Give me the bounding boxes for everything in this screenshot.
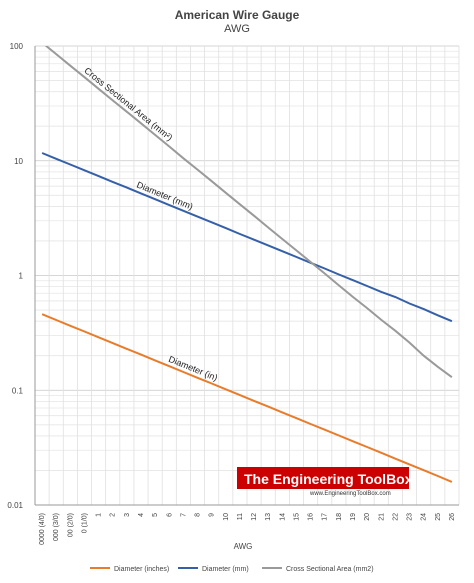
engineering-toolbox-watermark: The Engineering ToolBox www.EngineeringT… <box>237 467 413 497</box>
y-tick-label: 1 <box>19 272 24 281</box>
series-line-1 <box>41 152 453 323</box>
y-tick-labels: 0.01 0.1 1 10 100 <box>7 42 23 510</box>
series-line-0 <box>41 313 453 483</box>
x-tick-label: 20 <box>364 513 371 521</box>
x-tick-label: 1 <box>96 513 103 517</box>
x-tick-label: 15 <box>293 513 300 521</box>
x-tick-label: 000 (3/0) <box>53 513 60 541</box>
legend: Diameter (inches) Diameter (mm) Cross Sect… <box>90 566 374 573</box>
x-tick-label: 11 <box>237 513 244 520</box>
watermark-title: The Engineering ToolBox <box>244 471 413 487</box>
x-tick-label: 2 <box>110 513 117 517</box>
watermark-url: www.EngineeringToolBox.com <box>309 491 391 497</box>
x-tick-label: 13 <box>265 513 272 521</box>
x-tick-label: 26 <box>449 513 456 521</box>
y-tick-label: 0.1 <box>12 386 24 395</box>
x-tick-label: 12 <box>251 513 258 521</box>
x-tick-label: 10 <box>223 513 230 521</box>
x-tick-label: 21 <box>378 513 385 521</box>
y-tick-label: 0.01 <box>7 501 23 510</box>
legend-label-1: Diameter (mm) <box>202 566 249 573</box>
x-tick-labels: 0000 (4/0) 000 (3/0) 00 (2/0) 0 (1/0) 1 2 3 4 5 6… <box>39 513 456 545</box>
y-tick-label: 10 <box>14 157 23 166</box>
x-tick-label: 6 <box>166 513 173 517</box>
y-tick-label: 100 <box>10 42 24 51</box>
watermark-background <box>237 467 409 489</box>
legend-label-0: Diameter (inches) <box>114 566 169 573</box>
x-tick-label: 3 <box>124 513 131 517</box>
x-tick-label: 23 <box>407 513 414 521</box>
x-tick-label: 00 (2/0) <box>67 513 74 537</box>
x-axis-label: AWG <box>234 542 253 551</box>
x-tick-label: 8 <box>195 513 202 517</box>
x-tick-label: 18 <box>336 513 343 521</box>
series-annotation-2: Cross Sectional Area (mm²) <box>82 65 174 142</box>
series-lines <box>41 46 453 483</box>
x-tick-label: 17 <box>322 513 329 521</box>
x-tick-label: 16 <box>308 513 315 521</box>
series-line-2 <box>44 46 453 379</box>
chart-title: American Wire Gauge <box>174 8 300 22</box>
legend-label-2: Cross Sectional Area (mm2) <box>286 566 374 573</box>
x-tick-label: 9 <box>209 513 216 517</box>
x-tick-label: 0 (1/0) <box>81 513 88 533</box>
x-tick-label: 19 <box>350 513 357 521</box>
x-tick-label: 5 <box>152 513 159 517</box>
x-tick-label: 24 <box>421 513 428 521</box>
x-tick-label: 22 <box>392 513 399 521</box>
grid-lines <box>34 45 460 506</box>
chart-subtitle: AWG <box>224 23 250 35</box>
x-tick-label: 0000 (4/0) <box>39 513 46 545</box>
x-tick-label: 25 <box>435 513 442 521</box>
x-tick-label: 14 <box>279 513 286 521</box>
x-tick-label: 4 <box>138 513 145 517</box>
x-tick-label: 7 <box>180 513 187 517</box>
axes <box>34 46 459 506</box>
